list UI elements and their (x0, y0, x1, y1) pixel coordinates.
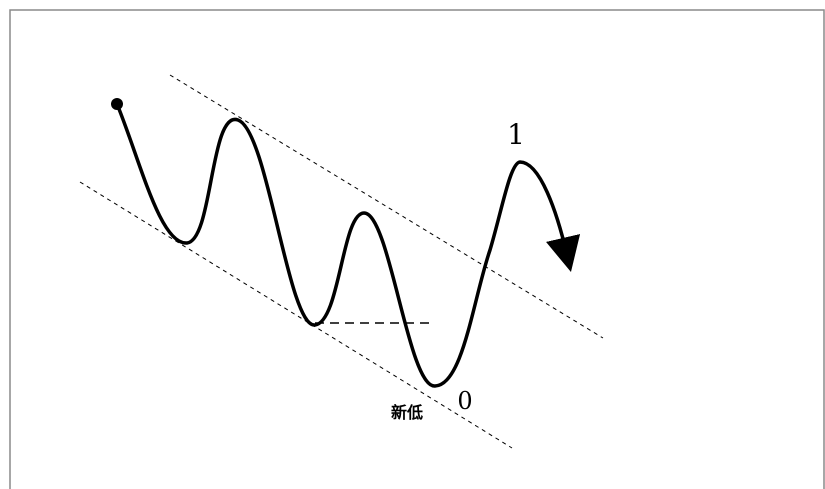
upper-channel-line (169, 74, 604, 339)
new-low-label: 新低 (391, 403, 423, 422)
lower-channel-line (79, 181, 513, 449)
wave-zero-label: 0 (457, 387, 472, 415)
start-point-dot (111, 98, 123, 110)
frame-border (9, 9, 825, 489)
wave-one-label: 1 (507, 118, 525, 151)
price-wave-curve (115, 102, 581, 388)
